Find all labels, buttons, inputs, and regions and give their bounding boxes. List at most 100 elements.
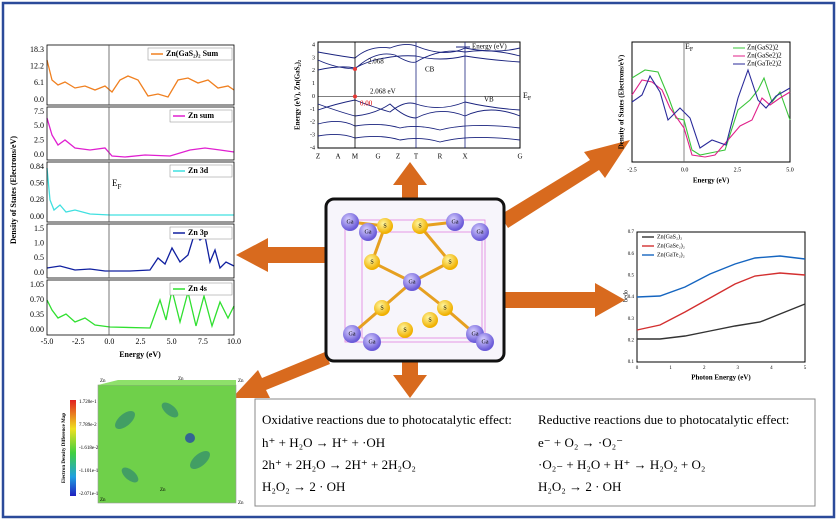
x-axis-label: Energy (eV) [693, 177, 730, 185]
y-tick-label: 0.56 [30, 178, 44, 187]
edd-top [98, 380, 236, 385]
reactions: Oxidative reactions due to photocatalyti… [254, 398, 816, 507]
legend-label: Zn(GaTe2)2 [747, 60, 782, 68]
sulfur-atom [412, 218, 428, 234]
edd-cube [97, 384, 237, 504]
y-tick-label: 1.5 [34, 224, 44, 233]
atom-label: Ga [365, 229, 372, 235]
k-point-label: Z [316, 153, 320, 161]
k-point-label: R [438, 153, 443, 161]
legend-label: Zn(GaS2)2 [747, 44, 779, 52]
fermi-label: EF [523, 91, 532, 103]
y-tick-label: 6.1 [34, 78, 44, 87]
y-tick-label: 0.4 [628, 295, 635, 300]
y-tick-label: 1 [312, 81, 315, 87]
gallium-atom [359, 223, 377, 241]
sulfur-atom [437, 300, 453, 316]
reaction-line: H₂O₂ → 2 · OH [262, 479, 345, 494]
y-tick-label: 12.2 [30, 61, 44, 70]
fermi-main: E [685, 42, 690, 51]
sulfur-atom [397, 322, 413, 338]
atom-label: Ga [472, 331, 479, 337]
atom-label: S [418, 223, 421, 229]
x-tick-label: -5.0 [41, 337, 54, 346]
band-legend: Energy (eV) [472, 43, 507, 51]
y-tick-label: 0.28 [30, 195, 44, 204]
y-tick-label: 18.3 [30, 45, 44, 54]
cb-value: 2.068 [368, 58, 384, 66]
x-tick-label: 2.5 [136, 337, 146, 346]
y-tick-label: -3 [310, 133, 315, 139]
y-tick-label: -1 [310, 107, 315, 113]
y-tick-label: 3 [312, 55, 315, 61]
reaction-line: 2h⁺ + 2H₂O → 2H⁺ + 2H₂O₂ [262, 457, 416, 472]
x-tick-label: 2.5 [734, 167, 742, 173]
gap-label: 2.068 eV [370, 88, 396, 96]
y-tick-label: 0.0 [34, 268, 44, 277]
dos-panel: Density of States (Electrons/eV) Energy … [9, 44, 241, 359]
sulfur-atom [442, 254, 458, 270]
atom-label: S [403, 327, 406, 333]
dos-curves [46, 59, 235, 329]
reaction-line: h⁺ + H₂O → H⁺ + ·OH [262, 435, 385, 450]
x-tick-label: 5 [804, 366, 807, 371]
sulfur-atom [422, 312, 438, 328]
y-tick-label: 5.0 [34, 121, 44, 130]
colorbar-label: 1.720e-1 [79, 400, 97, 405]
edd-map: Electron Density Difference Map 1.720e-1… [62, 377, 244, 506]
atom-label: S [370, 259, 373, 265]
gallium-atom [471, 223, 489, 241]
legend [733, 47, 745, 65]
y-tick-label: 7.5 [34, 107, 44, 116]
subplot-frame [46, 44, 235, 106]
atom-label: S [380, 305, 383, 311]
vb-value: 0.00 [360, 100, 373, 108]
legend-label: Zn 4s [188, 284, 207, 293]
colorbar-label: -1.618e-2 [79, 446, 99, 451]
x-axis-label: Photon Energy (eV) [691, 374, 751, 382]
gallium-atom [446, 213, 464, 231]
fermi-sub: F [118, 183, 122, 191]
legend-label: Zn sum [188, 111, 214, 120]
corner-label: Zn [178, 377, 184, 382]
corner-label: Zn [160, 488, 166, 493]
y-axis-label: bedo [623, 290, 629, 302]
y-tick-label: 1.0 [34, 238, 44, 247]
y-tick-label: -4 [310, 145, 315, 151]
k-point-label: M [352, 153, 359, 161]
x-tick-label: 0.0 [104, 337, 114, 346]
band-y-label: Energy (eV), Zn(GaS₂)₂ [294, 60, 302, 130]
y-tick-label: 0.0 [34, 95, 44, 104]
y-tick-label: 0.35 [30, 310, 44, 319]
corner-label: Zn [100, 379, 106, 384]
corner-label: Zn [238, 501, 244, 506]
x-tick-label: 2 [703, 366, 706, 371]
vbm [353, 94, 357, 99]
corner-label: Zn [100, 498, 106, 503]
atom-label: Ga [347, 219, 354, 225]
x-tick-label: 0 [636, 366, 639, 371]
atom-label: Ga [482, 339, 489, 345]
legend-box [169, 282, 233, 296]
red-title: Reductive reactions due to photocatalyti… [538, 412, 789, 427]
legend-label: Zn 3d [188, 166, 209, 175]
y-tick-label: 0.70 [30, 295, 44, 304]
fermi-label: EF [685, 42, 694, 54]
y-tick-label: 0.5 [628, 273, 635, 278]
y-tick-label: 4 [312, 42, 315, 48]
corner-label: Zn [238, 379, 244, 384]
sulfur-atom [364, 254, 380, 270]
subplot-frame [46, 161, 235, 223]
gallium-atom [343, 325, 361, 343]
band-frame [317, 41, 521, 149]
x-tick-label: -2.5 [72, 337, 85, 346]
sulfur-atom [377, 218, 393, 234]
reaction-line: H₂O₂ → 2 · OH [538, 479, 621, 494]
atom-label: Ga [369, 339, 376, 345]
k-point-label: X [462, 153, 467, 161]
x-axis-label: Energy (eV) [119, 350, 161, 359]
subplot-frame [46, 106, 235, 161]
